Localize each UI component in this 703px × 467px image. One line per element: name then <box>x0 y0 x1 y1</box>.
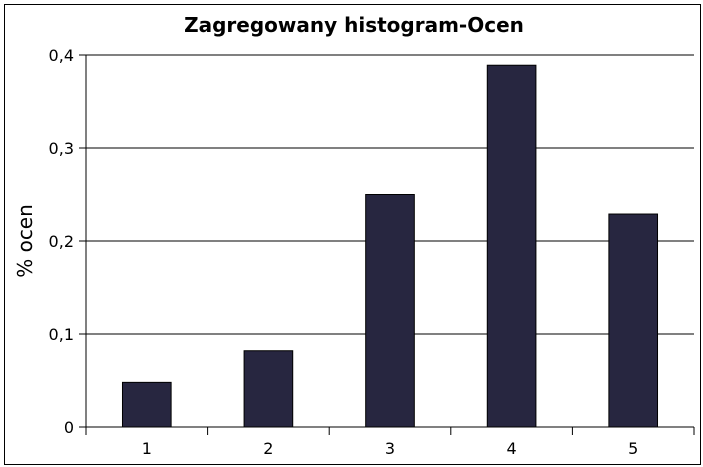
bar <box>608 213 659 428</box>
x-tick-label: 3 <box>385 439 395 458</box>
x-tick-label: 5 <box>628 439 638 458</box>
bar <box>486 64 537 428</box>
y-tick-label: 0,3 <box>49 139 74 158</box>
x-tick-label: 4 <box>507 439 517 458</box>
tick-labels: 0 0,1 0,2 0,3 0,4 1 2 3 4 5 <box>49 46 639 458</box>
y-tick-label: 0,4 <box>49 46 74 65</box>
x-tick-label: 1 <box>142 439 152 458</box>
y-tick-label: 0,2 <box>49 232 74 251</box>
bar <box>121 381 172 428</box>
axes <box>79 54 695 435</box>
y-tick-label: 0,1 <box>49 325 74 344</box>
y-axis-label: % ocen <box>13 204 37 278</box>
chart-frame <box>4 4 701 465</box>
x-tick-label: 2 <box>263 439 273 458</box>
bar <box>365 194 415 428</box>
bars <box>121 64 659 428</box>
chart-title: Zagregowany histogram-Ocen <box>184 13 524 37</box>
y-tick-label: 0 <box>64 418 74 437</box>
bar <box>243 350 294 428</box>
